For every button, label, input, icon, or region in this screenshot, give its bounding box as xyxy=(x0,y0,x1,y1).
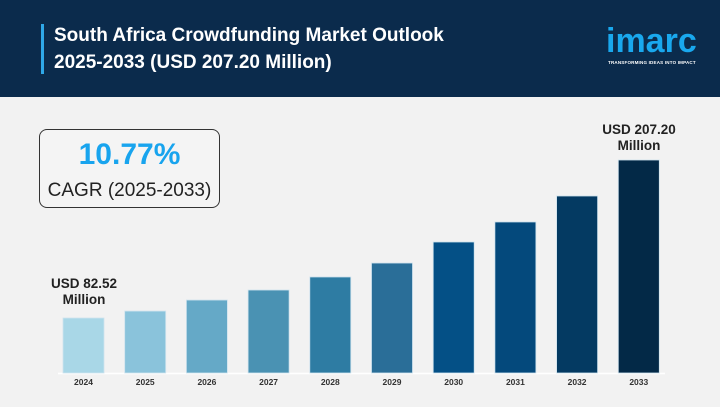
accent-bar xyxy=(41,24,44,74)
bar-2030 xyxy=(432,241,475,374)
bar-2028 xyxy=(309,276,352,374)
x-tick-label: 2032 xyxy=(568,377,587,387)
bar-2031 xyxy=(494,221,537,374)
start-value-line1: USD 82.52 xyxy=(50,276,118,291)
x-tick-label: 2024 xyxy=(74,377,93,387)
x-tick-label: 2028 xyxy=(321,377,340,387)
cagr-label: CAGR (2025-2033) xyxy=(47,180,212,201)
start-value-annotation: USD 82.52 Million xyxy=(40,276,128,308)
bar-2033 xyxy=(617,159,660,374)
page-title: South Africa Crowdfunding Market Outlook… xyxy=(54,22,444,76)
title-line-1: South Africa Crowdfunding Market Outlook xyxy=(54,25,444,46)
logo-tagline: TRANSFORMING IDEAS INTO IMPACT xyxy=(608,60,696,65)
x-tick-label: 2026 xyxy=(197,377,216,387)
x-tick-label: 2027 xyxy=(259,377,278,387)
end-value-annotation: USD 207.20 Million xyxy=(594,122,684,154)
bar-2032 xyxy=(556,195,598,374)
cagr-box: 10.77% CAGR (2025-2033) xyxy=(39,129,220,208)
start-value-line2: Million xyxy=(62,292,106,307)
end-value-line1: USD 207.20 xyxy=(602,122,676,137)
cagr-value: 10.77% xyxy=(78,138,181,171)
bar-2026 xyxy=(185,299,228,374)
title-line-2: 2025-2033 (USD 207.20 Million) xyxy=(54,52,332,73)
x-tick-label: 2025 xyxy=(136,377,155,387)
imarc-logo: imarc xyxy=(606,22,697,60)
x-tick-label: 2031 xyxy=(506,377,525,387)
header: South Africa Crowdfunding Market Outlook… xyxy=(0,0,720,97)
end-value-line2: Million xyxy=(617,138,661,153)
x-tick-label: 2029 xyxy=(383,377,402,387)
bar-2024 xyxy=(62,317,105,374)
x-tick-label: 2033 xyxy=(629,377,648,387)
bar-2029 xyxy=(371,262,413,374)
bar-2027 xyxy=(247,289,290,374)
x-tick-label: 2030 xyxy=(444,377,463,387)
bar-2025 xyxy=(124,310,167,374)
